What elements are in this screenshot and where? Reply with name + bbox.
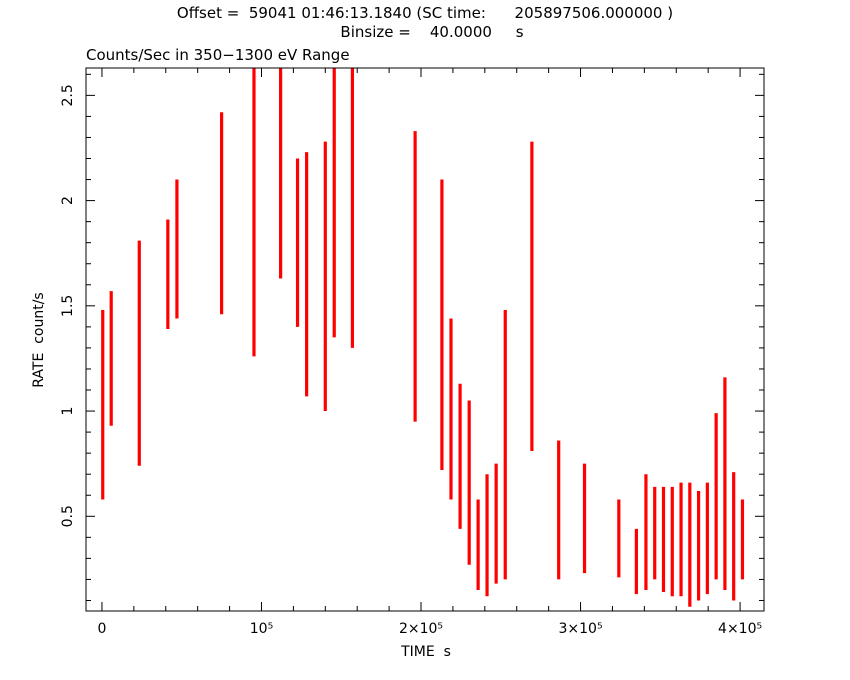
y-tick-label-4: 2.5 bbox=[60, 84, 76, 106]
x-tick-label-1: 10⁵ bbox=[250, 621, 273, 637]
data-layer bbox=[101, 68, 745, 607]
plot-frame bbox=[85, 67, 765, 612]
y-tick-label-2: 1.5 bbox=[60, 295, 76, 317]
x-tick-label-0: 0 bbox=[97, 621, 106, 637]
y-tick-label-0: 0.5 bbox=[60, 505, 76, 527]
header-offset: Offset = 59041 01:46:13.1840 (SC time: 2… bbox=[177, 4, 673, 22]
x-axis-label: TIME s bbox=[400, 644, 451, 660]
chart-title: Counts/Sec in 350−1300 eV Range bbox=[86, 46, 350, 64]
y-tick-label-3: 2 bbox=[60, 196, 76, 205]
y-axis-label: RATE count/s bbox=[31, 292, 47, 387]
x-tick-label-3: 3×10⁵ bbox=[559, 621, 603, 637]
tick-layer: 0 10⁵ 2×10⁵ 3×10⁵ 4×10⁵ 0.5 1 1.5 2 2.5 bbox=[60, 68, 764, 637]
header-binsize: Binsize = 40.0000 s bbox=[340, 23, 523, 41]
x-tick-label-2: 2×10⁵ bbox=[399, 621, 443, 637]
x-tick-label-4: 4×10⁵ bbox=[718, 621, 762, 637]
y-tick-label-1: 1 bbox=[60, 407, 76, 416]
